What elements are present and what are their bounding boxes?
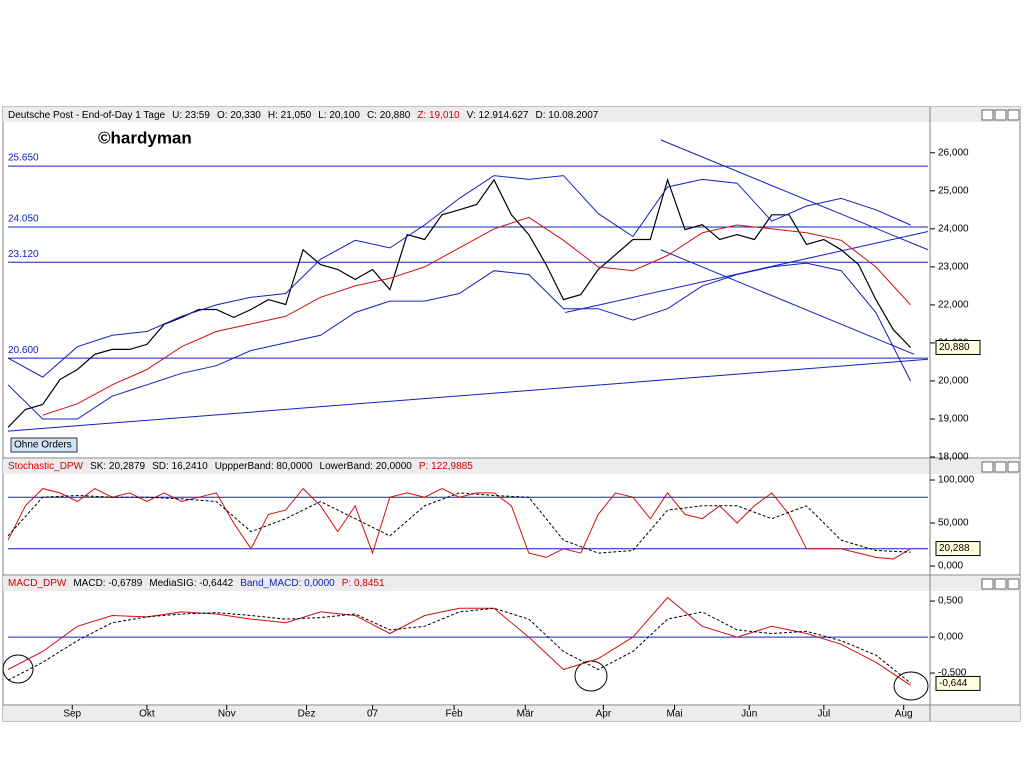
- trendline: [660, 249, 915, 355]
- y-tick-label: 19,000: [938, 414, 969, 425]
- level-label: 23.120: [8, 249, 39, 260]
- y-tick-label: 20,000: [938, 376, 969, 387]
- badge-box[interactable]: [10, 437, 78, 453]
- header-item: Stochastic_DPW: [8, 461, 84, 472]
- y-tick-label: 0,000: [938, 561, 963, 572]
- header-bar: [3, 459, 1020, 474]
- header-item: C: 20,880: [367, 110, 411, 121]
- header-item: Z: 19,010: [417, 110, 460, 121]
- x-tick-label: Mär: [517, 709, 535, 720]
- header-item: MediaSIG: -0,6442: [149, 578, 233, 589]
- plot-area: [7, 139, 929, 432]
- header-item: U: 23:59: [172, 110, 210, 121]
- series-line: [7, 262, 912, 420]
- y-tick-label: 50,000: [938, 518, 969, 529]
- header-item: SD: 16,2410: [152, 461, 208, 472]
- last-value-label: 20,288: [939, 543, 970, 554]
- last-value-box: [935, 339, 981, 355]
- header-bar: [3, 107, 1020, 122]
- y-tick-label: 23,000: [938, 262, 969, 273]
- panel-header: MACD_DPW MACD: -0,6789 MediaSIG: -0,6442 Ba…: [8, 578, 385, 589]
- header-item: O: 20,330: [217, 110, 261, 121]
- x-axis-bar: [3, 706, 1020, 721]
- y-tick-label: 18,000: [938, 452, 969, 463]
- y-tick-label: 0,000: [938, 632, 963, 643]
- y-tick-label: 26,000: [938, 147, 969, 158]
- y-tick-label: 22,000: [938, 300, 969, 311]
- header-item: H: 21,050: [268, 110, 312, 121]
- watermark: ©hardyman: [98, 128, 192, 147]
- last-value-label: -0,644: [939, 678, 968, 689]
- header-item: P: 0,8451: [342, 578, 385, 589]
- header-item: SK: 20,2879: [90, 461, 145, 472]
- last-value-label: 20,880: [939, 342, 970, 353]
- x-tick-label: Dez: [298, 709, 316, 720]
- series-line: [7, 177, 912, 428]
- badge[interactable]: Ohne Orders: [14, 440, 72, 451]
- header-item: LowerBand: 20,0000: [320, 461, 413, 472]
- y-tick-label: 100,000: [938, 475, 975, 486]
- plot-area: [7, 487, 928, 560]
- y-tick-label: 0,500: [938, 596, 963, 607]
- x-tick-label: 07: [367, 709, 379, 720]
- trendline: [660, 139, 929, 251]
- x-tick-label: Feb: [445, 709, 463, 720]
- y-tick-label: 25,000: [938, 185, 969, 196]
- header-item: Band_MACD: 0,0000: [240, 578, 335, 589]
- x-tick-label: Jun: [741, 709, 757, 720]
- x-tick-label: Okt: [139, 709, 155, 720]
- window-frame: [2, 106, 1021, 722]
- series-line: [7, 607, 911, 684]
- header-item: MACD_DPW: [8, 578, 67, 589]
- header-item: D: 10.08.2007: [536, 110, 599, 121]
- plot-area: [7, 596, 928, 686]
- header-item: V: 12.914.627: [467, 110, 529, 121]
- level-label: 25.650: [8, 153, 39, 164]
- header-item: UppperBand: 80,0000: [215, 461, 313, 472]
- level-label: 24.050: [8, 214, 39, 225]
- last-value-box: [935, 675, 981, 691]
- annotation-circles: [2, 654, 929, 701]
- x-tick-label: Apr: [596, 709, 612, 720]
- x-tick-label: Sep: [63, 709, 81, 720]
- trendline: [7, 358, 929, 432]
- x-tick-label: Mai: [667, 709, 683, 720]
- x-tick-label: Jul: [817, 709, 830, 720]
- header-item: MACD: -0,6789: [73, 578, 142, 589]
- series-line: [7, 487, 911, 560]
- panel-header: Deutsche Post - End-of-Day 1 Tage U: 23:5…: [8, 110, 599, 121]
- x-tick-label: Aug: [895, 709, 913, 720]
- series-line: [7, 492, 911, 554]
- panel-header: Stochastic_DPW SK: 20,2879 SD: 16,2410 Uppp…: [8, 461, 473, 472]
- header-item: P: 122,9885: [419, 461, 473, 472]
- last-value-box: [935, 541, 981, 557]
- series-line: [7, 175, 911, 378]
- header-item: L: 20,100: [318, 110, 360, 121]
- y-tick-label: -0,500: [938, 668, 967, 679]
- level-label: 20.600: [8, 345, 39, 356]
- window-buttons[interactable]: [981, 109, 1020, 590]
- series-line: [42, 216, 911, 416]
- x-tick-label: Nov: [218, 709, 236, 720]
- y-tick-label: 24,000: [938, 223, 969, 234]
- header-bar: [3, 576, 1020, 591]
- header-item: Deutsche Post - End-of-Day 1 Tage: [8, 110, 166, 121]
- series-line: [7, 596, 911, 686]
